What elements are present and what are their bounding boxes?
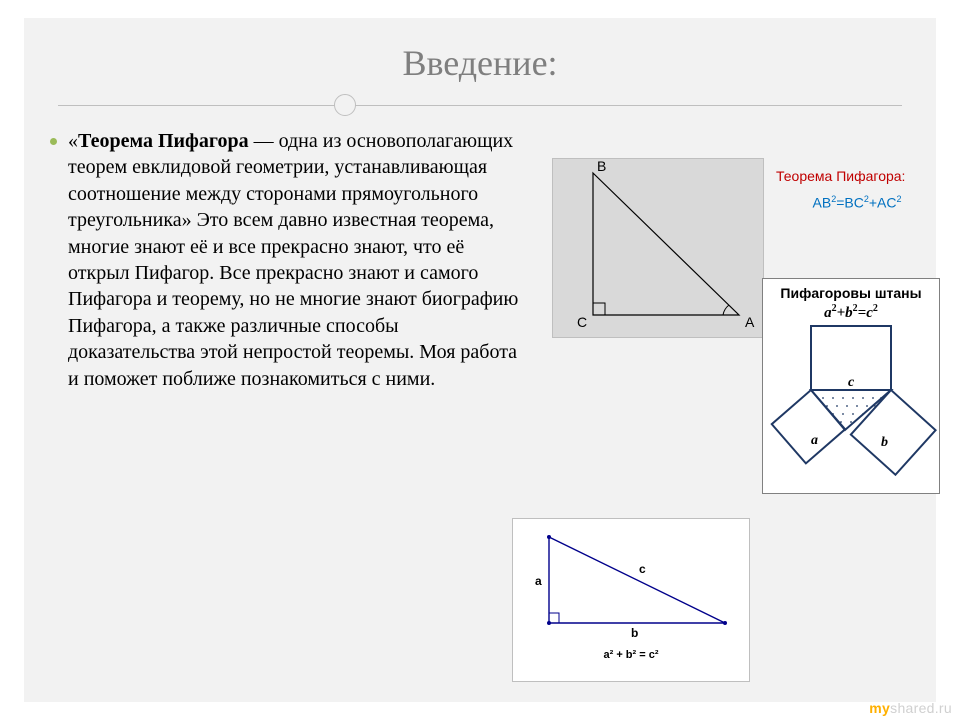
fig3-caption: Пифагоровы штаны <box>763 279 939 301</box>
bullet-dot-icon <box>50 138 57 145</box>
fig3-label-a: a <box>811 433 818 448</box>
fig3-svg: c a b <box>763 322 939 482</box>
fig3-formula: a2+b2=c2 <box>763 301 939 322</box>
bullet-item: «Теорема Пифагора — одна из основополага… <box>68 128 528 392</box>
slide-container: Введение: «Теорема Пифагора — одна из ос… <box>24 18 936 702</box>
divider-circle <box>334 94 356 116</box>
fig1-label-c: C <box>577 314 587 330</box>
fig1-label-a: A <box>745 314 755 330</box>
fig4-label-c: c <box>639 562 646 576</box>
intro-paragraph: «Теорема Пифагора — одна из основополага… <box>68 128 528 392</box>
para-rest: — одна из основополагающих теорем евклид… <box>68 130 518 390</box>
watermark-rest: shared.ru <box>890 700 952 716</box>
fig1-label-b: B <box>597 159 606 174</box>
fig2-formula: AB2=BC2+AC2 <box>776 194 938 211</box>
watermark: myshared.ru <box>869 700 952 716</box>
title-divider <box>24 94 936 116</box>
fig4-formula: a² + b² = c² <box>513 649 749 661</box>
figure-triangle-bca: B C A <box>552 158 764 338</box>
fig4-label-a: a <box>535 574 542 588</box>
figure-pythagorean-pants: Пифагоровы штаны a2+b2=c2 c <box>762 278 940 494</box>
fig3-label-b: b <box>881 435 888 450</box>
fig2-caption: Теорема Пифагора: <box>776 168 938 184</box>
watermark-my: my <box>869 700 890 716</box>
para-bold: Теорема Пифагора <box>78 130 249 152</box>
fig4-svg: a c b <box>513 519 749 643</box>
divider-line <box>58 105 902 106</box>
fig4-label-b: b <box>631 626 638 640</box>
para-prefix: « <box>68 130 78 152</box>
fig1-svg: B C A <box>553 159 765 339</box>
slide-title: Введение: <box>24 18 936 94</box>
fig3-label-c: c <box>848 375 855 390</box>
figure-triangle-abc: a c b a² + b² = c² <box>512 518 750 682</box>
figure-formula-caption: Теорема Пифагора: AB2=BC2+AC2 <box>764 158 946 260</box>
